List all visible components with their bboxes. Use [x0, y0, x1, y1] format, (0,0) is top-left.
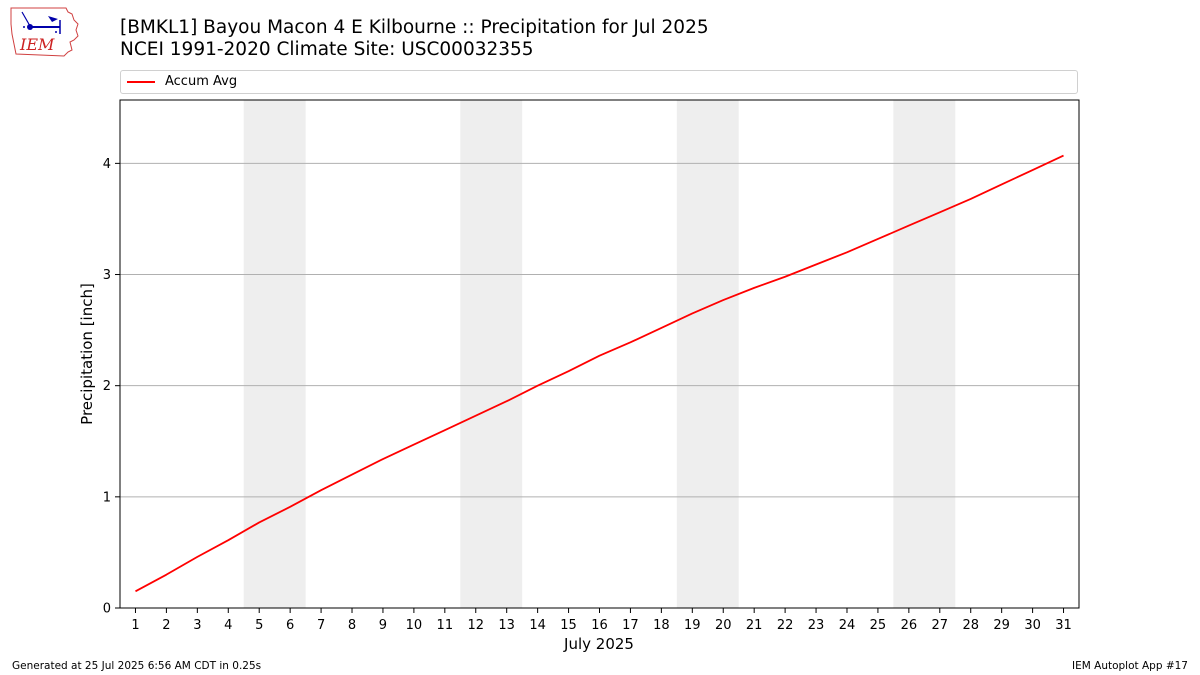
- grid-lines: [120, 162, 1079, 498]
- x-tick-label-14: 14: [529, 618, 546, 633]
- weekend-bands: [243, 100, 956, 608]
- weekend-band-1: [243, 100, 306, 608]
- chart-title: [BMKL1] Bayou Macon 4 E Kilbourne :: Pre…: [120, 17, 709, 61]
- y-tick-label-4: 4: [103, 157, 111, 172]
- footer-app: IEM Autoplot App #17: [1072, 660, 1188, 672]
- x-tick-label-31: 31: [1055, 618, 1072, 633]
- x-tick-label-12: 12: [467, 618, 484, 633]
- iowa-state-weather-logo-icon: IEM: [10, 7, 79, 57]
- x-tick-label-27: 27: [932, 618, 949, 633]
- weekend-band-3: [676, 100, 739, 608]
- x-tick-label-22: 22: [777, 618, 794, 633]
- weekend-band-4: [893, 100, 956, 608]
- x-tick-label-15: 15: [560, 618, 577, 633]
- x-tick-label-25: 25: [870, 618, 887, 633]
- y-tick-label-2: 2: [103, 379, 111, 394]
- x-axis-label: July 2025: [563, 635, 634, 653]
- x-tick-label-2: 2: [162, 618, 170, 633]
- legend-swatch-accum-avg: [127, 81, 155, 83]
- y-axis-label: Precipitation [inch]: [78, 283, 96, 425]
- y-tick-label-1: 1: [103, 490, 111, 505]
- x-tick-label-16: 16: [591, 618, 608, 633]
- x-tick-label-17: 17: [622, 618, 639, 633]
- x-tick-label-13: 13: [498, 618, 515, 633]
- x-tick-label-24: 24: [839, 618, 856, 633]
- y-tick-label-0: 0: [103, 602, 111, 617]
- x-tick-label-20: 20: [715, 618, 732, 633]
- x-tick-label-21: 21: [746, 618, 763, 633]
- x-tick-label-28: 28: [962, 618, 979, 633]
- footer-generated: Generated at 25 Jul 2025 6:56 AM CDT in …: [12, 660, 262, 672]
- logo-text: IEM: [19, 35, 55, 54]
- x-tick-label-9: 9: [379, 618, 387, 633]
- x-tick-label-26: 26: [901, 618, 918, 633]
- x-tick-label-6: 6: [286, 618, 294, 633]
- x-tick-label-18: 18: [653, 618, 670, 633]
- title-line-1: [BMKL1] Bayou Macon 4 E Kilbourne :: Pre…: [120, 17, 709, 38]
- y-axis: 0 1 2 3 4: [103, 157, 120, 617]
- x-tick-label-11: 11: [437, 618, 454, 633]
- y-tick-label-3: 3: [103, 268, 111, 283]
- x-tick-label-30: 30: [1024, 618, 1041, 633]
- x-tick-label-8: 8: [348, 618, 356, 633]
- x-tick-label-7: 7: [317, 618, 325, 633]
- legend-label-accum-avg: Accum Avg: [165, 74, 238, 89]
- x-tick-label-1: 1: [131, 618, 139, 633]
- series-layer: [135, 154, 1064, 593]
- x-tick-label-5: 5: [255, 618, 263, 633]
- x-tick-label-4: 4: [224, 618, 232, 633]
- iem-logo: IEM: [8, 6, 80, 58]
- x-tick-label-10: 10: [406, 618, 423, 633]
- x-axis: 1 2 3 4 5 6 7 8 9 10 11 12 13 14 15 16 17 18 19 20 21 22 23 24 2…: [131, 608, 1072, 633]
- x-tick-label-3: 3: [193, 618, 201, 633]
- weekend-band-2: [460, 100, 523, 608]
- legend: Accum Avg: [120, 70, 1078, 94]
- x-tick-label-29: 29: [993, 618, 1010, 633]
- title-line-2: NCEI 1991-2020 Climate Site: USC00032355: [120, 39, 534, 60]
- x-tick-label-23: 23: [808, 618, 825, 633]
- x-tick-label-19: 19: [684, 618, 701, 633]
